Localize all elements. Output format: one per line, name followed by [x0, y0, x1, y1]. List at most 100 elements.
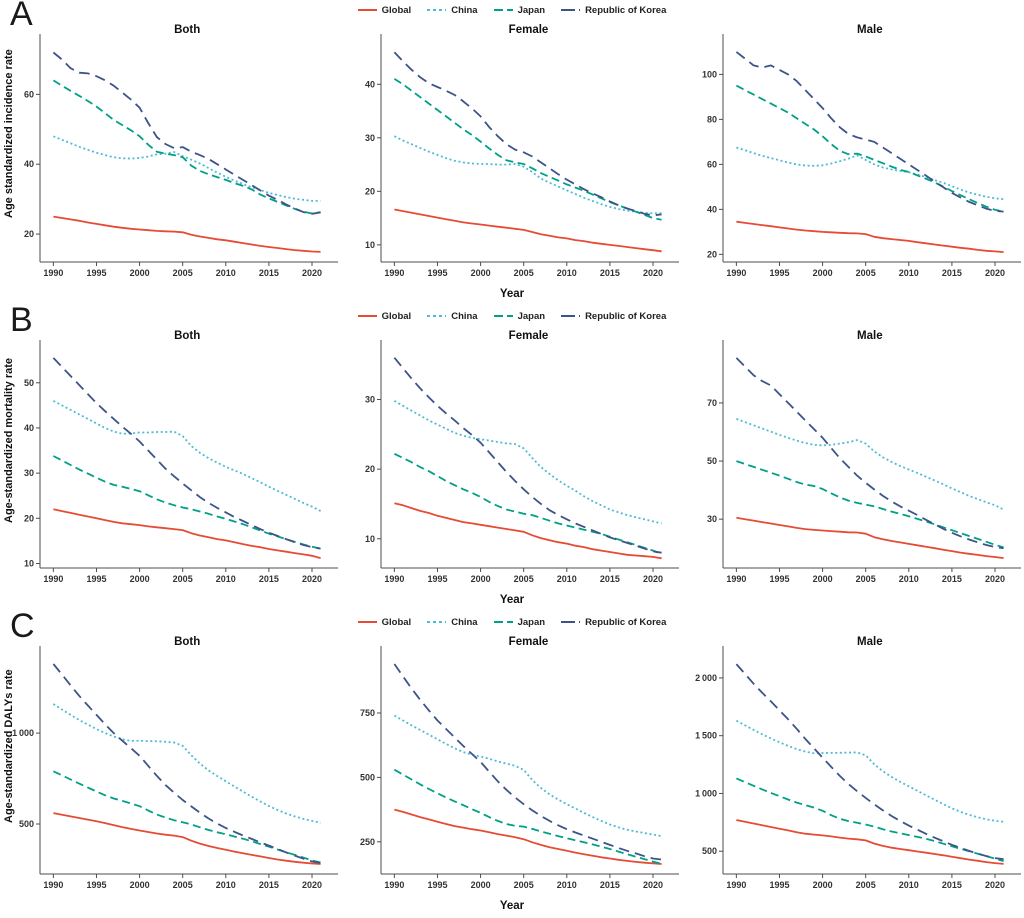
plot-c-female: 250 500 750 1990 1995 2000 2005 2010 2015 2020: [360, 646, 680, 890]
legend-item-japan: Japan: [493, 311, 545, 322]
panel-title: Male: [857, 330, 883, 342]
legend-key-line-icon: [493, 9, 513, 11]
svg-text:2010: 2010: [898, 574, 918, 584]
svg-text:20: 20: [365, 186, 375, 196]
legend-key-line-icon: [427, 621, 447, 623]
legend-key-line-icon: [427, 315, 447, 317]
panel-title: Both: [174, 330, 201, 342]
svg-text:250: 250: [360, 837, 375, 847]
legend-key-line-icon: [357, 621, 377, 623]
svg-text:2005: 2005: [855, 574, 875, 584]
chart-c-male: Male 500 1 000 1 500 2 000 1990 1995 2000 2005 2…: [683, 630, 1024, 902]
legend-item-republic-of-korea: Republic of Korea: [561, 5, 666, 16]
svg-text:2020: 2020: [643, 880, 663, 890]
legend-label: Japan: [517, 616, 546, 628]
legend-item-republic-of-korea: Republic of Korea: [561, 617, 666, 628]
svg-text:2000: 2000: [812, 574, 832, 584]
svg-text:80: 80: [707, 114, 717, 124]
svg-text:20: 20: [365, 464, 375, 474]
svg-text:2005: 2005: [173, 574, 193, 584]
panel-title: Female: [508, 330, 549, 342]
svg-text:2010: 2010: [216, 268, 236, 278]
x-axis-label-b: Year: [499, 594, 525, 606]
svg-text:2005: 2005: [173, 880, 193, 890]
plot-b-both: 10 20 30 40 50 1990 1995 2000 2005 2010 2015 2020: [24, 340, 338, 584]
svg-text:2005: 2005: [855, 880, 875, 890]
svg-text:500: 500: [19, 819, 34, 829]
legend-item-global: Global: [357, 4, 412, 16]
svg-text:2020: 2020: [985, 880, 1005, 890]
svg-text:2015: 2015: [600, 880, 620, 890]
svg-text:1 000: 1 000: [695, 788, 717, 798]
charts-row-a: Both 20 40 60 1990 1995 2000 2005 2010 2015 2020 …: [0, 18, 1024, 290]
svg-text:30: 30: [365, 395, 375, 405]
legend-key-line-icon: [493, 621, 513, 623]
svg-text:1990: 1990: [43, 268, 63, 278]
chart-b-female: Female 10 20 30 1990 1995 2000 2005 2010 2015 202…: [341, 324, 682, 596]
svg-text:1995: 1995: [86, 574, 106, 584]
legend-key-line-icon: [561, 315, 581, 317]
svg-text:30: 30: [365, 133, 375, 143]
panel-title: Male: [857, 636, 883, 648]
svg-text:2020: 2020: [643, 574, 663, 584]
svg-text:2010: 2010: [557, 880, 577, 890]
panel-title: Female: [508, 636, 549, 648]
svg-text:2020: 2020: [302, 574, 322, 584]
svg-text:40: 40: [24, 159, 34, 169]
svg-text:1990: 1990: [726, 574, 746, 584]
plot-a-female: 10 20 30 40 1990 1995 2000 2005 2010 2015 2020: [365, 34, 680, 278]
legend-label: China: [451, 310, 478, 322]
svg-text:1990: 1990: [385, 880, 405, 890]
chart-a-male: Male 20 40 60 80 100 1990 1995 2000 2005 2010 2015…: [683, 18, 1024, 290]
svg-text:10: 10: [365, 534, 375, 544]
svg-text:2000: 2000: [471, 574, 491, 584]
svg-text:1990: 1990: [726, 268, 746, 278]
svg-text:2010: 2010: [557, 268, 577, 278]
svg-text:1990: 1990: [385, 268, 405, 278]
legend-label: Global: [381, 310, 412, 322]
svg-text:2005: 2005: [855, 268, 875, 278]
legend-label: Global: [381, 4, 412, 16]
svg-text:30: 30: [707, 514, 717, 524]
legend-key-line-icon: [493, 315, 513, 317]
svg-text:60: 60: [707, 159, 717, 169]
svg-text:2005: 2005: [514, 574, 534, 584]
svg-text:2015: 2015: [942, 268, 962, 278]
plot-a-both: 20 40 60 1990 1995 2000 2005 2010 2015 2020: [24, 34, 338, 278]
section-a-label: A: [10, 0, 33, 33]
svg-text:1990: 1990: [385, 574, 405, 584]
svg-text:20: 20: [24, 513, 34, 523]
legend-b: Global China Japan Republic of Korea: [0, 306, 1024, 324]
svg-text:60: 60: [24, 89, 34, 99]
chart-c-both: Both 500 1 000 1990 1995 2000 2005 2010 2015 202…: [0, 630, 341, 902]
svg-text:2020: 2020: [302, 268, 322, 278]
svg-text:1995: 1995: [428, 880, 448, 890]
legend-item-china: China: [427, 310, 478, 322]
svg-text:1990: 1990: [43, 880, 63, 890]
chart-c-female: Female 250 500 750 1990 1995 2000 2005 2010 2015…: [341, 630, 682, 902]
svg-text:10: 10: [365, 240, 375, 250]
svg-text:2005: 2005: [514, 880, 534, 890]
svg-text:2015: 2015: [259, 880, 279, 890]
svg-text:1995: 1995: [86, 268, 106, 278]
svg-text:2015: 2015: [259, 268, 279, 278]
svg-text:1 000: 1 000: [12, 728, 34, 738]
svg-text:40: 40: [365, 79, 375, 89]
section-c-label: C: [10, 607, 35, 645]
svg-text:70: 70: [707, 398, 717, 408]
plot-c-male: 500 1 000 1 500 2 000 1990 1995 2000 2005 2010 20…: [695, 646, 1021, 890]
svg-text:1995: 1995: [769, 880, 789, 890]
legend-item-republic-of-korea: Republic of Korea: [561, 311, 666, 322]
svg-text:2010: 2010: [898, 268, 918, 278]
svg-text:2010: 2010: [557, 574, 577, 584]
svg-text:2020: 2020: [985, 268, 1005, 278]
svg-text:1995: 1995: [769, 574, 789, 584]
svg-text:2010: 2010: [898, 880, 918, 890]
legend-item-japan: Japan: [493, 5, 545, 16]
svg-text:2020: 2020: [302, 880, 322, 890]
svg-text:750: 750: [360, 708, 375, 718]
svg-text:30: 30: [24, 468, 34, 478]
svg-text:1 500: 1 500: [695, 731, 717, 741]
svg-text:20: 20: [24, 229, 34, 239]
